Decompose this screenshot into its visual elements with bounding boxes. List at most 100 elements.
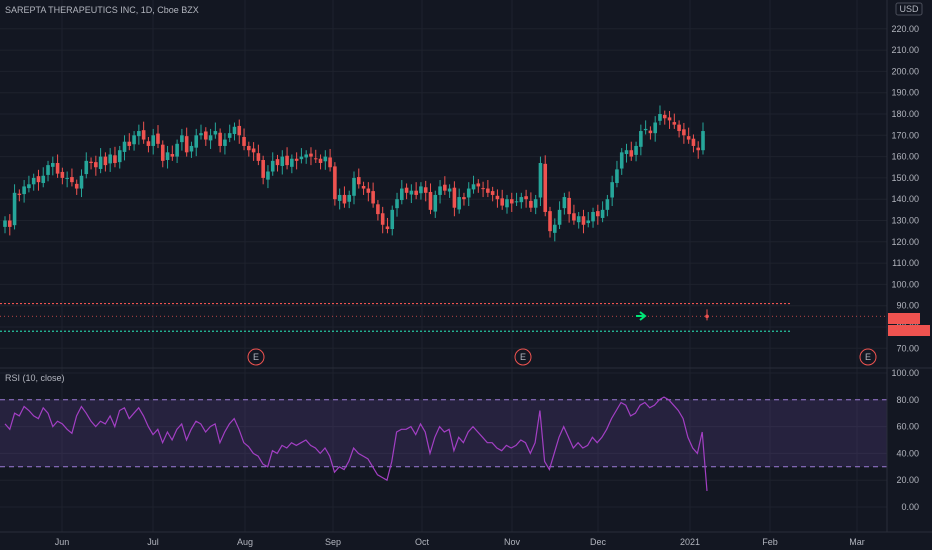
time-tick-label: Dec — [590, 537, 607, 547]
candle — [696, 141, 701, 159]
price-pane: E E E SAREPTA THERAPEUTICS INC, 1D, Cboe B… — [0, 0, 887, 532]
time-tick-label: Aug — [237, 537, 253, 547]
time-tick-label: Mar — [849, 537, 865, 547]
candle — [223, 133, 227, 155]
candle — [419, 182, 423, 200]
level-price-tag — [888, 325, 930, 336]
candle — [208, 128, 213, 149]
candle — [581, 209, 586, 234]
candle — [433, 190, 438, 218]
rsi-tick-label: 100.00 — [891, 368, 919, 378]
candle — [261, 155, 265, 185]
candle — [576, 211, 581, 229]
candle — [3, 216, 7, 234]
candle — [701, 122, 705, 155]
candle — [519, 192, 524, 209]
candle — [543, 155, 548, 217]
currency-label: USD — [899, 4, 919, 14]
time-tick-label: Sep — [325, 537, 341, 547]
candle — [113, 146, 117, 168]
price-tick-label: 180.00 — [891, 109, 919, 119]
candle — [596, 204, 600, 225]
candle — [438, 180, 442, 204]
candle — [629, 141, 634, 161]
candle — [662, 110, 667, 125]
price-tick-label: 200.00 — [891, 66, 919, 76]
candle — [567, 191, 571, 223]
candle — [529, 192, 533, 212]
candle — [266, 165, 270, 189]
time-axis[interactable]: Jun Jul Aug Sep Oct Nov Dec 2021 Feb Mar — [55, 537, 865, 547]
candle — [466, 182, 471, 207]
candle — [409, 184, 414, 204]
candle — [51, 156, 55, 176]
candle — [423, 180, 428, 202]
price-grid — [0, 0, 887, 532]
candle — [31, 173, 36, 191]
candle — [524, 189, 528, 208]
candle — [639, 124, 643, 156]
price-tick-label: 190.00 — [891, 88, 919, 98]
rsi-tick-label: 20.00 — [896, 475, 919, 485]
earnings-marker[interactable]: E — [859, 348, 877, 366]
candle — [548, 206, 552, 238]
candle — [328, 148, 332, 172]
candle — [27, 175, 31, 193]
candle — [132, 131, 136, 151]
candle — [462, 192, 466, 206]
candle — [89, 157, 93, 170]
price-tick-label: 170.00 — [891, 130, 919, 140]
candle — [653, 116, 657, 142]
candle — [46, 160, 50, 182]
candle — [117, 145, 122, 169]
candle — [41, 167, 46, 188]
candle — [84, 152, 89, 179]
candle — [371, 182, 375, 208]
candle — [141, 121, 146, 144]
candle — [180, 128, 184, 151]
candle — [385, 217, 390, 234]
candle — [376, 200, 380, 221]
candle — [94, 155, 98, 176]
candle — [218, 128, 222, 153]
earnings-marker[interactable]: E — [247, 348, 265, 366]
candle — [557, 201, 562, 230]
rsi-tick-label: 80.00 — [896, 395, 919, 405]
candle — [428, 183, 433, 215]
candle — [22, 180, 26, 203]
chart-title: SAREPTA THERAPEUTICS INC, 1D, Cboe BZX — [5, 5, 199, 15]
candle — [505, 194, 509, 214]
rsi-pane: RSI (10, close) — [0, 372, 887, 508]
price-ticks: 220.00 210.00 200.00 190.00 180.00 170.00 160.… — [891, 24, 919, 353]
candle — [285, 147, 289, 170]
candle — [443, 176, 447, 195]
price-tick-label: 90.00 — [896, 301, 919, 311]
time-tick-label: Feb — [762, 537, 778, 547]
price-tick-label: 130.00 — [891, 216, 919, 226]
candle — [175, 139, 179, 163]
candle — [486, 180, 490, 198]
candle — [294, 152, 299, 170]
candle — [199, 124, 203, 140]
time-tick-label: Jul — [147, 537, 159, 547]
earnings-marker[interactable]: E — [514, 348, 532, 366]
candle — [137, 124, 141, 145]
price-tick-label: 70.00 — [896, 343, 919, 353]
candle — [65, 171, 69, 188]
candle — [552, 218, 557, 242]
candle — [342, 186, 347, 208]
price-axis[interactable]: USD — [886, 0, 923, 532]
candle — [270, 152, 275, 176]
candle — [55, 154, 60, 178]
rsi-ticks: 100.00 80.00 60.00 40.00 20.00 0.00 — [891, 368, 919, 512]
candle — [98, 148, 103, 174]
price-tick-label: 210.00 — [891, 45, 919, 55]
candle — [471, 175, 476, 194]
candle — [404, 183, 409, 200]
candle — [476, 179, 481, 193]
candle — [380, 206, 385, 234]
candle — [361, 181, 366, 195]
price-tick-label: 150.00 — [891, 173, 919, 183]
candle — [562, 192, 567, 215]
